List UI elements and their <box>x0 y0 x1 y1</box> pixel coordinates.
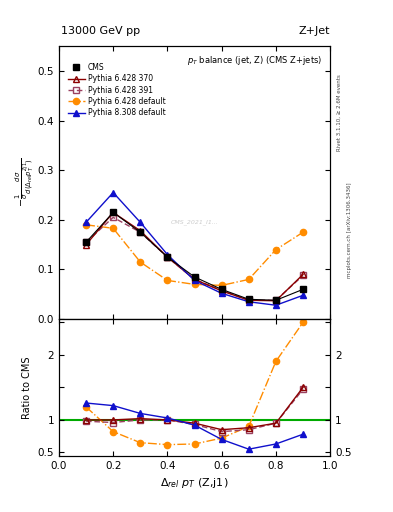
Legend: CMS, Pythia 6.428 370, Pythia 6.428 391, Pythia 6.428 default, Pythia 8.308 defa: CMS, Pythia 6.428 370, Pythia 6.428 391,… <box>66 61 168 120</box>
X-axis label: $\Delta_{rel}$ $p_T$ (Z,j1): $\Delta_{rel}$ $p_T$ (Z,j1) <box>160 476 229 490</box>
Text: Rivet 3.1.10, ≥ 2.6M events: Rivet 3.1.10, ≥ 2.6M events <box>336 74 341 151</box>
Text: 13000 GeV pp: 13000 GeV pp <box>61 26 140 36</box>
Y-axis label: $-\frac{1}{\sigma}\frac{d\sigma}{d(\Delta_{rel}p_T^{Zj1})}$: $-\frac{1}{\sigma}\frac{d\sigma}{d(\Delt… <box>14 158 36 207</box>
Text: mcplots.cern.ch [arXiv:1306.3436]: mcplots.cern.ch [arXiv:1306.3436] <box>347 183 352 278</box>
Text: CMS_2021_I1...: CMS_2021_I1... <box>171 220 219 225</box>
Y-axis label: Ratio to CMS: Ratio to CMS <box>22 356 32 419</box>
Text: $p_T$ balance (jet, Z) (CMS Z+jets): $p_T$ balance (jet, Z) (CMS Z+jets) <box>187 54 322 67</box>
Text: Z+Jet: Z+Jet <box>299 26 330 36</box>
